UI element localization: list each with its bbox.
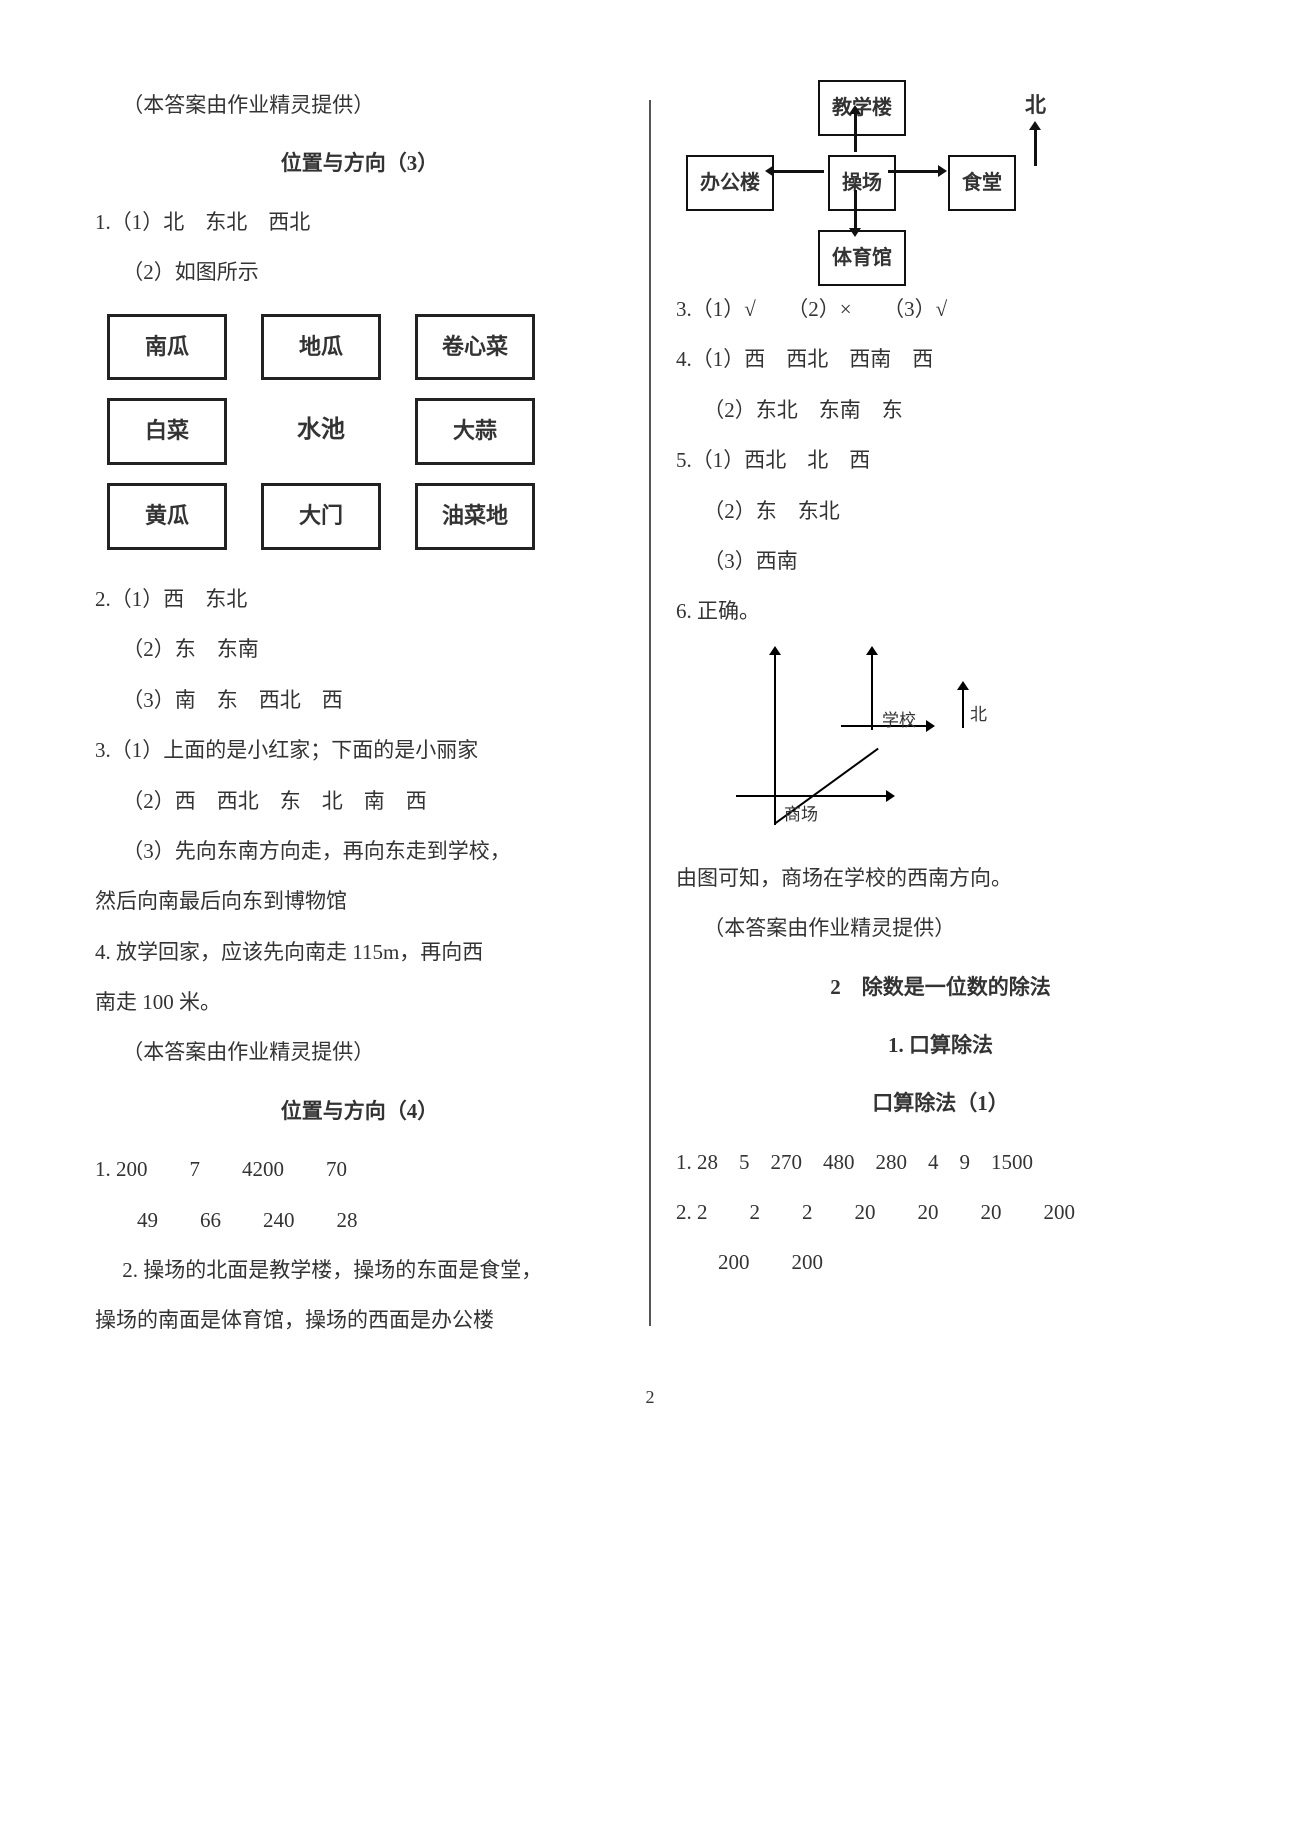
r-q5-1: 5.（1）西北 北 西 — [676, 435, 1205, 485]
vegetable-cell: 大蒜 — [415, 398, 535, 465]
axis-y-icon — [774, 655, 776, 825]
axis-diagram: 学校 商场 北 — [726, 645, 996, 845]
vegetable-cell: 大门 — [261, 483, 381, 550]
playground-diagram: 教学楼 办公楼 操场 食堂 体育馆 北 — [686, 80, 1046, 270]
r-q4-2: （2）东北 东南 东 — [676, 385, 1205, 435]
page-columns: （本答案由作业精灵提供） 位置与方向（3） 1.（1）北 东北 西北 （2）如图… — [70, 80, 1230, 1346]
north-arrow-icon — [962, 690, 964, 728]
answer-note: （本答案由作业精灵提供） — [95, 1027, 624, 1077]
q3-3a: （3）先向东南方向走，再向东走到学校， — [95, 826, 624, 876]
q4b: 南走 100 米。 — [95, 977, 624, 1027]
label-north: 北 — [970, 695, 987, 736]
set2-q2a: 2. 操场的北面是教学楼，操场的东面是食堂， — [95, 1245, 624, 1295]
q2-1: 2.（1）西 东北 — [95, 574, 624, 624]
r-q5-3: （3）西南 — [676, 536, 1205, 586]
q1-1: 1.（1）北 东北 西北 — [95, 197, 624, 247]
q3-3b: 然后向南最后向东到博物馆 — [95, 876, 624, 926]
arrow-up-icon — [854, 114, 857, 152]
arrow-right-icon — [888, 170, 938, 173]
node-top: 教学楼 — [818, 80, 906, 136]
vegetable-cell: 地瓜 — [261, 314, 381, 381]
set2-q1a: 1. 200 7 4200 70 — [95, 1144, 624, 1194]
section-title: 位置与方向（4） — [95, 1086, 624, 1136]
label-school: 学校 — [882, 701, 916, 742]
vegetable-cell: 水池 — [261, 398, 381, 465]
q3-2: （2）西 西北 东 北 南 西 — [95, 776, 624, 826]
vegetable-grid: 南瓜地瓜卷心菜白菜水池大蒜黄瓜大门油菜地 — [107, 314, 624, 550]
set2-q2b: 操场的南面是体育馆，操场的西面是办公楼 — [95, 1295, 624, 1345]
r-q3: 3.（1）√ （2）× （3）√ — [676, 284, 1205, 334]
arrow-left-icon — [774, 170, 824, 173]
q2-3: （3）南 东 西北 西 — [95, 675, 624, 725]
sub-title-1: 1. 口算除法 — [676, 1020, 1205, 1070]
r-q6: 6. 正确。 — [676, 586, 1205, 636]
arrow-north-icon — [1034, 130, 1037, 166]
r-q6-text: 由图可知，商场在学校的西南方向。 — [676, 853, 1205, 903]
chapter-title: 2 除数是一位数的除法 — [676, 962, 1205, 1012]
page-number: 2 — [70, 1376, 1230, 1419]
set2-q1b: 49 66 240 28 — [95, 1195, 624, 1245]
sub-title-2: 口算除法（1） — [676, 1078, 1205, 1128]
arrow-down-icon — [854, 190, 857, 228]
vegetable-cell: 南瓜 — [107, 314, 227, 381]
q4a: 4. 放学回家，应该先向南走 115m，再向西 — [95, 927, 624, 977]
vegetable-cell: 白菜 — [107, 398, 227, 465]
axis-y2-icon — [871, 655, 873, 730]
r-row3: 200 200 — [676, 1237, 1205, 1287]
right-column: 教学楼 办公楼 操场 食堂 体育馆 北 3.（1）√ （2）× （3）√ 4.（… — [651, 80, 1230, 1346]
label-mall: 商场 — [784, 795, 818, 836]
section-title: 位置与方向（3） — [95, 138, 624, 188]
answer-note: （本答案由作业精灵提供） — [95, 80, 624, 130]
r-q5-2: （2）东 东北 — [676, 486, 1205, 536]
compass-north: 北 — [1025, 80, 1046, 166]
q1-2: （2）如图所示 — [95, 247, 624, 297]
q2-2: （2）东 东南 — [95, 624, 624, 674]
r-row2: 2. 2 2 2 20 20 20 200 — [676, 1187, 1205, 1237]
node-right: 食堂 — [948, 155, 1016, 211]
answer-note: （本答案由作业精灵提供） — [676, 903, 1205, 953]
r-row1: 1. 28 5 270 480 280 4 9 1500 — [676, 1137, 1205, 1187]
vegetable-cell: 卷心菜 — [415, 314, 535, 381]
vegetable-cell: 油菜地 — [415, 483, 535, 550]
vegetable-cell: 黄瓜 — [107, 483, 227, 550]
node-left: 办公楼 — [686, 155, 774, 211]
node-center: 操场 — [828, 155, 896, 211]
left-column: （本答案由作业精灵提供） 位置与方向（3） 1.（1）北 东北 西北 （2）如图… — [70, 80, 649, 1346]
q3-1: 3.（1）上面的是小红家；下面的是小丽家 — [95, 725, 624, 775]
r-q4-1: 4.（1）西 西北 西南 西 — [676, 334, 1205, 384]
node-bottom: 体育馆 — [818, 230, 906, 286]
